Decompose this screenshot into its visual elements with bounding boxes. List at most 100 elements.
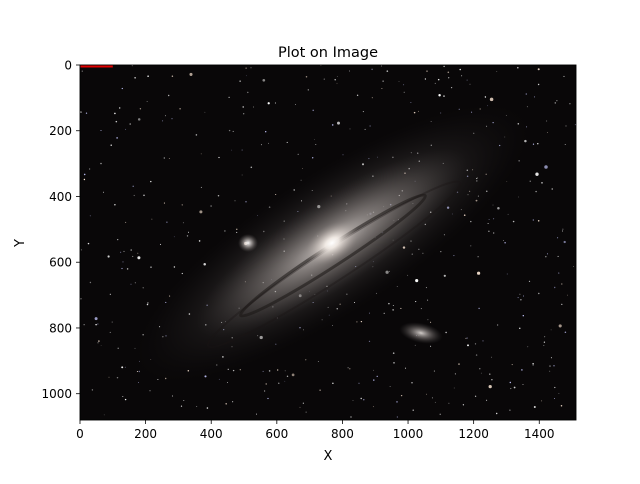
star: [491, 379, 493, 381]
star: [349, 368, 351, 370]
star: [427, 319, 429, 321]
star: [562, 228, 564, 230]
star: [253, 106, 254, 108]
star: [393, 362, 395, 364]
star: [425, 287, 427, 289]
star: [121, 366, 124, 369]
satellite-galaxy-bright: [238, 234, 258, 252]
star: [151, 218, 153, 220]
star: [518, 196, 519, 198]
star: [268, 142, 269, 144]
star: [519, 293, 521, 295]
star: [119, 107, 121, 109]
star: [125, 221, 127, 223]
star: [307, 89, 309, 91]
satellite-galaxy-faint: [399, 322, 443, 344]
x-tick-label: 800: [331, 427, 354, 441]
star: [137, 118, 141, 121]
star: [420, 308, 422, 310]
x-axis-label: X: [324, 449, 333, 464]
star: [122, 261, 124, 263]
star: [224, 230, 226, 232]
y-tick-label: 800: [49, 321, 72, 335]
star: [550, 329, 552, 331]
star: [493, 218, 495, 220]
star: [142, 287, 144, 289]
star: [232, 369, 235, 372]
star: [537, 220, 540, 222]
star: [182, 222, 184, 224]
star: [372, 406, 374, 408]
star: [274, 102, 276, 104]
star: [198, 240, 201, 242]
x-tick-label: 1200: [458, 427, 489, 441]
star: [225, 403, 227, 405]
x-axis-ticks: 0 200 400 600 800 1000 1200 1400: [76, 420, 555, 441]
star: [117, 347, 119, 350]
star: [362, 111, 364, 113]
star: [462, 404, 465, 406]
star: [440, 250, 442, 253]
star: [114, 204, 116, 206]
star: [549, 365, 551, 367]
star: [545, 255, 547, 258]
star: [430, 321, 432, 323]
star: [430, 345, 432, 347]
star: [247, 91, 249, 94]
star: [265, 131, 267, 133]
star: [517, 66, 519, 69]
star: [558, 393, 560, 394]
star: [200, 186, 202, 188]
star: [260, 144, 262, 146]
star: [507, 213, 509, 215]
star: [352, 400, 354, 401]
star: [315, 144, 317, 146]
star: [147, 75, 149, 77]
star: [415, 279, 419, 283]
star: [186, 235, 189, 237]
star: [130, 283, 132, 285]
star: [121, 267, 123, 270]
star: [314, 139, 315, 141]
star: [109, 293, 111, 295]
star: [453, 387, 455, 389]
star: [467, 344, 469, 347]
star: [558, 272, 560, 274]
star: [199, 210, 203, 214]
star: [537, 143, 539, 145]
star: [488, 219, 490, 220]
star: [560, 404, 563, 407]
star: [488, 384, 492, 389]
star: [502, 240, 504, 241]
star: [168, 94, 170, 97]
star: [443, 95, 445, 97]
star: [166, 221, 168, 223]
star: [519, 327, 521, 329]
background-image: [80, 65, 576, 420]
star: [291, 373, 295, 377]
galaxy-core: [304, 220, 360, 266]
star: [245, 75, 247, 77]
star: [89, 215, 91, 217]
star: [232, 401, 234, 403]
star: [563, 75, 565, 77]
star: [522, 383, 524, 386]
star: [497, 207, 500, 210]
star: [228, 96, 230, 99]
star: [396, 286, 398, 287]
star: [100, 344, 102, 346]
star: [547, 132, 548, 133]
star: [267, 397, 269, 400]
star: [569, 102, 571, 105]
star: [459, 68, 462, 71]
star: [495, 412, 498, 415]
star: [443, 274, 446, 277]
star: [80, 111, 82, 113]
star: [278, 382, 280, 384]
star: [551, 188, 553, 190]
x-tick-label: 0: [76, 427, 84, 441]
star: [512, 220, 515, 223]
star: [195, 134, 198, 136]
star: [295, 103, 296, 105]
star: [97, 342, 99, 344]
